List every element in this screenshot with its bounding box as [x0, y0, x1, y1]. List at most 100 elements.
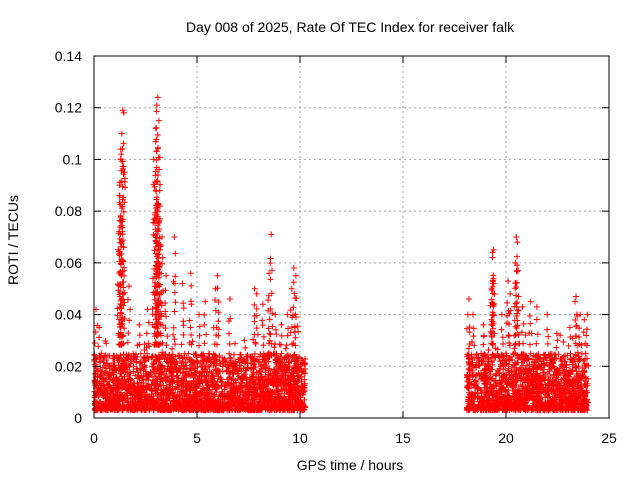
- data-point: [251, 384, 258, 391]
- data-point: [553, 344, 560, 351]
- data-point: [267, 388, 274, 395]
- data-point: [230, 396, 237, 403]
- data-point: [234, 387, 241, 394]
- data-point: [561, 358, 568, 365]
- data-point: [259, 394, 266, 401]
- data-point: [132, 399, 139, 406]
- data-point: [533, 303, 540, 310]
- data-point: [121, 299, 128, 306]
- data-point: [120, 194, 127, 201]
- data-point: [215, 367, 222, 374]
- data-point: [302, 360, 309, 367]
- data-point: [196, 392, 203, 399]
- data-point: [180, 318, 187, 325]
- data-point: [554, 366, 561, 373]
- data-point: [512, 285, 519, 292]
- data-point: [211, 341, 218, 348]
- data-point: [116, 248, 123, 255]
- data-point: [514, 352, 521, 359]
- data-point: [137, 350, 144, 357]
- data-point: [91, 382, 98, 389]
- data-point: [264, 353, 271, 360]
- data-point: [254, 374, 261, 381]
- data-point: [153, 102, 160, 109]
- data-point: [187, 380, 194, 387]
- data-point: [492, 354, 499, 361]
- data-point: [237, 355, 244, 362]
- data-point: [93, 368, 100, 375]
- data-point: [583, 332, 590, 339]
- data-point: [117, 301, 124, 308]
- data-point: [119, 203, 126, 210]
- data-point: [480, 333, 487, 340]
- data-point: [109, 398, 116, 405]
- data-point: [530, 358, 537, 365]
- data-point: [519, 391, 526, 398]
- data-point: [498, 363, 505, 370]
- data-point: [583, 342, 590, 349]
- data-point: [173, 374, 180, 381]
- data-point: [156, 154, 163, 161]
- data-point: [246, 389, 253, 396]
- data-point: [152, 288, 159, 295]
- data-point: [177, 366, 184, 373]
- data-point: [480, 357, 487, 364]
- x-tick-label: 10: [292, 430, 308, 446]
- data-point: [583, 362, 590, 369]
- data-point: [560, 406, 566, 413]
- data-point: [268, 290, 275, 297]
- data-point: [159, 254, 166, 261]
- data-point: [133, 400, 140, 407]
- x-tick-label: 5: [193, 430, 201, 446]
- data-point: [268, 396, 275, 403]
- data-point: [501, 360, 508, 367]
- data-point: [263, 378, 270, 385]
- data-point: [514, 262, 521, 269]
- data-point: [251, 301, 258, 308]
- data-point: [465, 384, 472, 391]
- data-point: [573, 293, 580, 300]
- data-point: [540, 366, 547, 373]
- data-point: [234, 403, 241, 410]
- data-point: [175, 406, 182, 413]
- data-point: [487, 374, 494, 381]
- data-point: [566, 324, 573, 331]
- data-point: [473, 364, 480, 371]
- y-tick-label: 0.14: [55, 48, 82, 64]
- data-point: [273, 406, 280, 413]
- data-point: [251, 363, 258, 370]
- data-point: [95, 343, 102, 350]
- data-point: [518, 375, 525, 382]
- data-point: [481, 376, 488, 383]
- data-point: [153, 212, 160, 219]
- data-point: [530, 352, 537, 359]
- data-point: [173, 403, 180, 410]
- data-point: [273, 352, 280, 359]
- data-point: [489, 290, 496, 297]
- data-point: [156, 215, 163, 222]
- data-point: [512, 280, 519, 287]
- data-point: [526, 375, 533, 382]
- data-point: [97, 407, 104, 414]
- data-point: [121, 383, 128, 390]
- data-point: [541, 362, 548, 369]
- data-point: [131, 406, 138, 413]
- data-point: [196, 332, 203, 339]
- data-point: [548, 365, 555, 372]
- data-point: [512, 300, 519, 307]
- data-point: [294, 379, 301, 386]
- data-point: [298, 378, 305, 385]
- data-point: [234, 362, 241, 369]
- data-point: [174, 360, 181, 367]
- data-point: [559, 404, 566, 411]
- data-point: [113, 403, 120, 410]
- data-point: [158, 270, 165, 277]
- data-point: [120, 244, 127, 251]
- data-point: [528, 330, 535, 337]
- data-point: [256, 382, 263, 389]
- data-point: [210, 370, 217, 377]
- data-point: [555, 351, 562, 358]
- data-point: [257, 351, 264, 358]
- data-point: [489, 405, 496, 412]
- data-point: [119, 231, 126, 238]
